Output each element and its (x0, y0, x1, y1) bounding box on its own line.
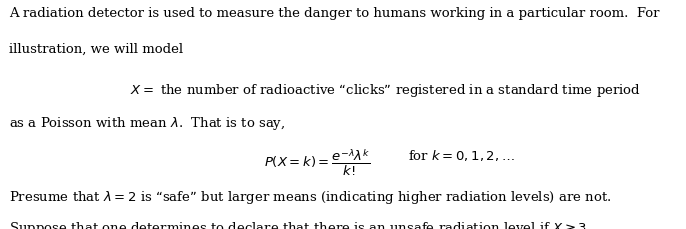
Text: Suppose that one determines to declare that there is an unsafe radiation level i: Suppose that one determines to declare t… (9, 220, 591, 229)
Text: Presume that $\lambda = 2$ is “safe” but larger means (indicating higher radiati: Presume that $\lambda = 2$ is “safe” but… (9, 189, 611, 206)
Text: $P(X = k) = \dfrac{e^{-\lambda}\lambda^k}{k!}$: $P(X = k) = \dfrac{e^{-\lambda}\lambda^k… (264, 148, 370, 178)
Text: for $k = 0, 1, 2, \ldots$: for $k = 0, 1, 2, \ldots$ (408, 148, 514, 163)
Text: $X = $ the number of radioactive “clicks” registered in a standard time period: $X = $ the number of radioactive “clicks… (130, 82, 641, 99)
Text: as a Poisson with mean $\lambda$.  That is to say,: as a Poisson with mean $\lambda$. That i… (9, 114, 285, 131)
Text: A radiation detector is used to measure the danger to humans working in a partic: A radiation detector is used to measure … (9, 7, 659, 20)
Text: illustration, we will model: illustration, we will model (9, 42, 183, 55)
